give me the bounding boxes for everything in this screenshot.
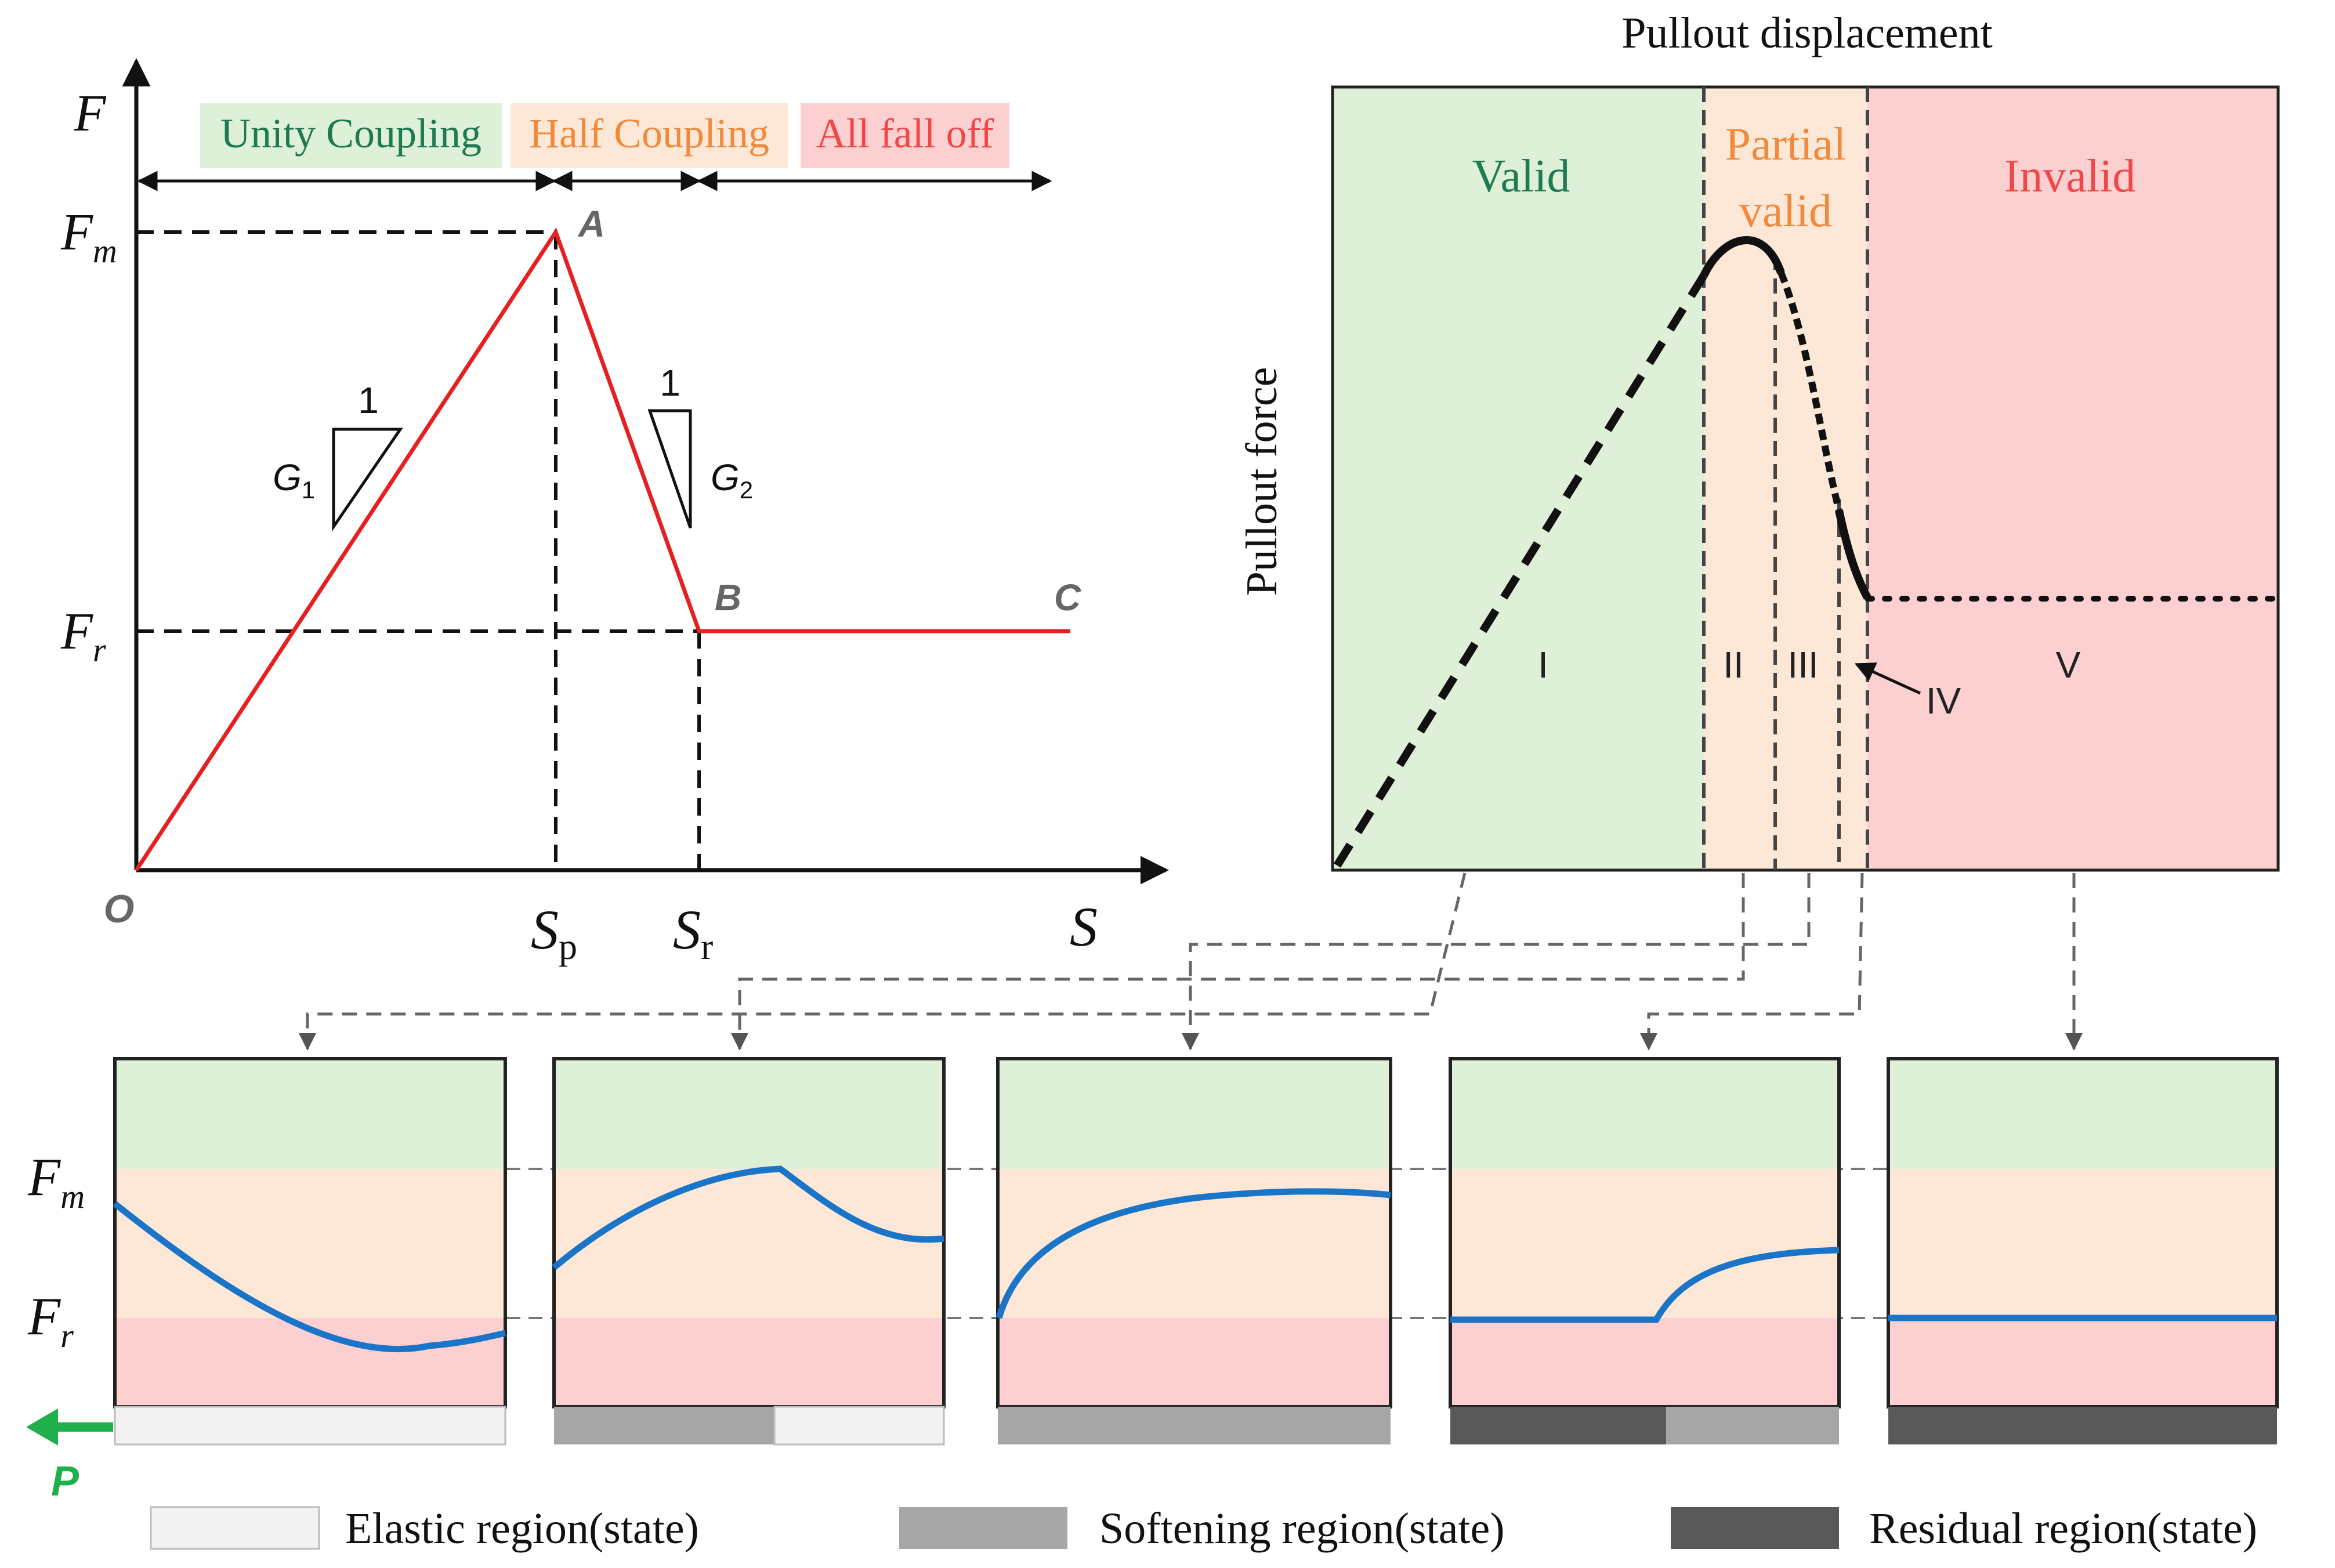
panel-stage-iv (1449, 1057, 1841, 1444)
panel-4-red (1450, 1318, 1839, 1407)
legend-swatch-residual (1671, 1507, 1839, 1549)
stage-label-ii: II (1723, 644, 1744, 686)
g2-label: G2 (711, 457, 753, 504)
panel-4-green (1450, 1059, 1839, 1169)
point-b-label: B (715, 577, 741, 618)
panel-3-red (998, 1318, 1391, 1407)
panel-2-curve (552, 1165, 944, 1270)
panel-5-green (1888, 1059, 2277, 1169)
sp-label: Sp (531, 899, 577, 967)
connector-stage-i (299, 872, 1467, 1051)
stage-label-iii: III (1787, 644, 1818, 686)
panel-1-red (115, 1318, 505, 1407)
stage-label-i: I (1538, 644, 1548, 686)
pullout-softening-segment (1778, 271, 1842, 512)
pullout-drop-segment (1835, 509, 1871, 600)
legend-label-residual: Residual region(state) (1869, 1504, 2257, 1553)
sr-label: Sr (673, 899, 713, 967)
panel-1-curve (113, 1201, 506, 1353)
slope-triangle-g1 (332, 428, 403, 532)
legend-label-softening: Softening region(state) (1099, 1504, 1505, 1553)
panel-4-bar-softening (1666, 1407, 1839, 1444)
panel-1-orange (115, 1169, 505, 1318)
panel-1-green (115, 1059, 505, 1169)
load-arrowhead-icon (26, 1408, 58, 1446)
right-chart: Pullout displacement Pullout force Valid… (1237, 9, 2280, 872)
connector-stage-iv (1640, 872, 1864, 1051)
panel-stage-iii (995, 1057, 1392, 1444)
panel-stage-ii (552, 1057, 946, 1446)
bottom-panels: Fm Fr (26, 1057, 2279, 1505)
panel-2-orange (554, 1169, 944, 1318)
pullout-peak-segment (1700, 236, 1785, 278)
panel-3-curve (995, 1188, 1391, 1319)
connector-stage-iii (1182, 873, 1811, 1051)
panel-stage-v (1887, 1057, 2279, 1444)
g1-label: G1 (273, 457, 315, 504)
stage-label-iv: IV (1926, 680, 1961, 722)
fm-label: Fm (60, 204, 117, 270)
panel-5-red (1888, 1318, 2277, 1407)
y-axis-label: F (74, 85, 107, 142)
panel-2-bar-elastic (773, 1406, 945, 1446)
slope2-label: 1 (660, 362, 680, 404)
legend-swatch-softening (899, 1507, 1067, 1549)
slope-triangle-g2 (647, 409, 692, 528)
bottom-fr-label: Fr (27, 1287, 74, 1355)
point-c-label: C (1054, 577, 1081, 618)
zone-invalid-label: Invalid (2004, 151, 2136, 202)
stage-label-v: V (2056, 644, 2081, 686)
zone-partial-line1: Partial (1725, 119, 1847, 170)
panel-4-curve (1450, 1247, 1840, 1323)
right-chart-title: Pullout displacement (1621, 9, 1993, 57)
bond-slip-curve (135, 227, 1070, 871)
stage-label-half: Half Coupling (529, 110, 769, 157)
panel-stage-i (113, 1057, 507, 1446)
point-a-label: A (577, 203, 605, 245)
connector-stage-ii (731, 873, 1745, 1051)
panel-3-bar-softening (998, 1407, 1391, 1444)
x-axis-label: S (1070, 896, 1098, 958)
zone-invalid-bg (1867, 87, 2278, 870)
zone-valid-label: Valid (1472, 151, 1570, 202)
bottom-fm-label: Fm (27, 1147, 85, 1215)
panel-3-green (998, 1059, 1391, 1169)
fr-label: Fr (60, 603, 106, 669)
panel-5-bar-residual (1888, 1407, 2277, 1444)
zone-partial-line2: valid (1739, 186, 1832, 237)
legend-swatch-elastic (150, 1506, 320, 1550)
zone-valid-bg (1333, 87, 1704, 870)
right-y-axis-label: Pullout force (1237, 367, 1286, 596)
panel-2-red (554, 1318, 944, 1407)
panel-5-orange (1888, 1169, 2277, 1318)
slope1-label: 1 (358, 379, 379, 421)
origin-label: O (104, 887, 135, 931)
stage-box-half (511, 103, 788, 168)
panel-2-bar-softening (554, 1407, 774, 1444)
legend-label-elastic: Elastic region(state) (345, 1504, 699, 1553)
stage-iv-pointer (1854, 662, 1921, 695)
stage-label-falloff: All fall off (816, 110, 994, 157)
zone-partial-label: Partial valid (1725, 119, 1847, 237)
load-label: P (51, 1458, 79, 1505)
legend: Elastic region(state) Softening region(s… (150, 1504, 2257, 1553)
connectors (299, 872, 2083, 1051)
left-chart: Unity Coupling Half Coupling All fall of… (60, 58, 1169, 967)
panel-4-bar-residual (1450, 1407, 1666, 1444)
stage-box-unity (200, 103, 502, 168)
panel-1-bar-elastic (114, 1406, 506, 1446)
panel-2-green (554, 1059, 944, 1169)
stage-box-falloff (801, 103, 1009, 168)
stage-label-unity: Unity Coupling (220, 110, 482, 157)
right-plot-frame (1331, 85, 2280, 872)
panel-4-orange (1450, 1169, 1839, 1318)
